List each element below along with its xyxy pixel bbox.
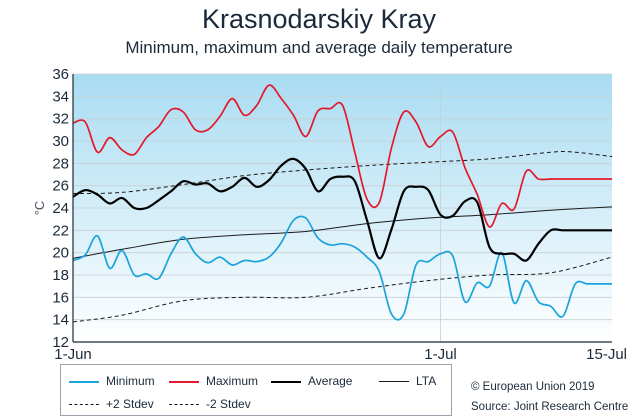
chart-title: Krasnodarskiy Kray <box>201 4 437 34</box>
y-tick-label: 30 <box>52 133 69 150</box>
y-tick-label: 20 <box>52 245 69 262</box>
y-tick-label: 34 <box>52 88 69 105</box>
copyright-text: © European Union 2019 <box>471 381 595 393</box>
legend-label-average: Average <box>308 374 353 388</box>
legend-swatch-lta <box>379 381 409 383</box>
legend-swatch-average <box>271 380 301 383</box>
legend-swatch-minimum <box>69 380 99 383</box>
y-tick-label: 12 <box>52 334 69 351</box>
y-tick-label: 26 <box>52 178 69 195</box>
y-tick-label: 18 <box>52 267 69 284</box>
legend-item-plus2: +2 Stdev <box>69 397 154 411</box>
x-tick-labels: 1-Jun 1-Jul 15-Jul <box>54 346 627 363</box>
y-tick-label: 22 <box>52 222 69 239</box>
y-axis-label: °C <box>32 201 47 216</box>
legend-label-minimum: Minimum <box>106 374 155 388</box>
legend-swatch-minus2 <box>169 404 199 406</box>
legend-item-minimum: Minimum <box>69 374 155 388</box>
legend-swatch-plus2 <box>69 404 99 406</box>
chart-subtitle: Minimum, maximum and average daily tempe… <box>125 38 513 57</box>
legend-label-lta: LTA <box>416 374 437 388</box>
legend-item-minus2: -2 Stdev <box>169 397 251 411</box>
legend-item-average: Average <box>271 374 352 388</box>
source-text: Source: Joint Research Centre <box>471 401 629 413</box>
y-tick-label: 32 <box>52 111 69 128</box>
legend: Minimum Maximum Average LTA +2 Stdev -2 … <box>60 364 452 416</box>
legend-label-minus2: -2 Stdev <box>206 397 251 411</box>
legend-label-maximum: Maximum <box>206 374 259 388</box>
x-tick-label: 1-Jul <box>424 346 457 363</box>
y-tick-label: 14 <box>52 312 69 329</box>
legend-item-lta: LTA <box>379 374 436 388</box>
y-tick-label: 28 <box>52 155 69 172</box>
y-tick-label: 16 <box>52 289 69 306</box>
y-tick-label: 24 <box>52 200 69 217</box>
series-line-2-stdev <box>72 256 613 323</box>
x-tick-label: 1-Jun <box>54 346 92 363</box>
series-line-maximum <box>72 84 612 228</box>
series-line-minimum <box>72 215 612 321</box>
y-tick-label: 36 <box>52 66 69 83</box>
y-tick-labels: 12 14 16 18 20 22 24 26 28 30 32 34 36 <box>52 66 69 351</box>
legend-item-maximum: Maximum <box>169 374 258 388</box>
series-lines <box>72 84 613 323</box>
grid-lines <box>73 73 612 321</box>
x-tick-label: 15-Jul <box>586 346 627 363</box>
series-line-lta <box>72 206 613 259</box>
series-line-average <box>72 157 612 262</box>
legend-swatch-maximum <box>169 380 199 383</box>
series-line-2-stdev <box>72 150 613 194</box>
legend-label-plus2: +2 Stdev <box>106 397 154 411</box>
